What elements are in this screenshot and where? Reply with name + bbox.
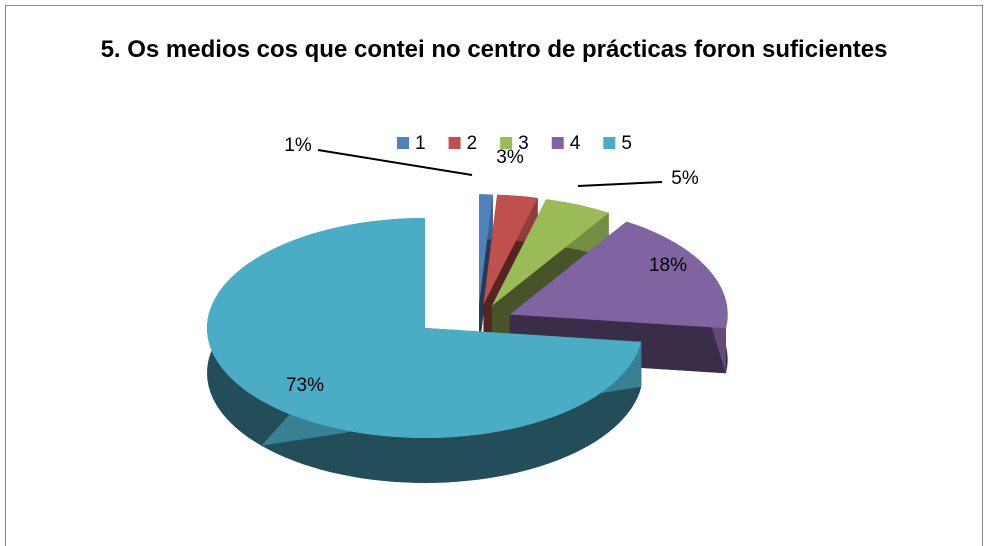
slice (483, 194, 538, 305)
data-label: 1% (284, 135, 312, 156)
data-label: 5% (671, 168, 699, 189)
chart-title: 5. Os medios cos que contei no centro de… (100, 36, 888, 63)
legend-label: 4 (570, 133, 581, 154)
legend-swatch (397, 137, 409, 149)
slice (509, 221, 728, 329)
slice (207, 218, 642, 438)
legend-swatch (603, 137, 616, 149)
data-label: 73% (286, 375, 324, 396)
data-label: 18% (649, 255, 687, 276)
legend-swatch (448, 137, 461, 149)
slice (491, 199, 609, 306)
leader-line (577, 181, 663, 187)
data-label: 3% (496, 147, 524, 168)
chart-frame (5, 5, 983, 546)
legend-swatch (500, 137, 513, 149)
slice (479, 194, 493, 305)
legend-swatch (551, 137, 564, 149)
legend-label: 5 (621, 133, 632, 154)
legend-label: 1 (415, 133, 426, 154)
leader-line (317, 149, 473, 176)
legend-label: 3 (518, 133, 529, 154)
legend-label: 2 (467, 133, 478, 154)
